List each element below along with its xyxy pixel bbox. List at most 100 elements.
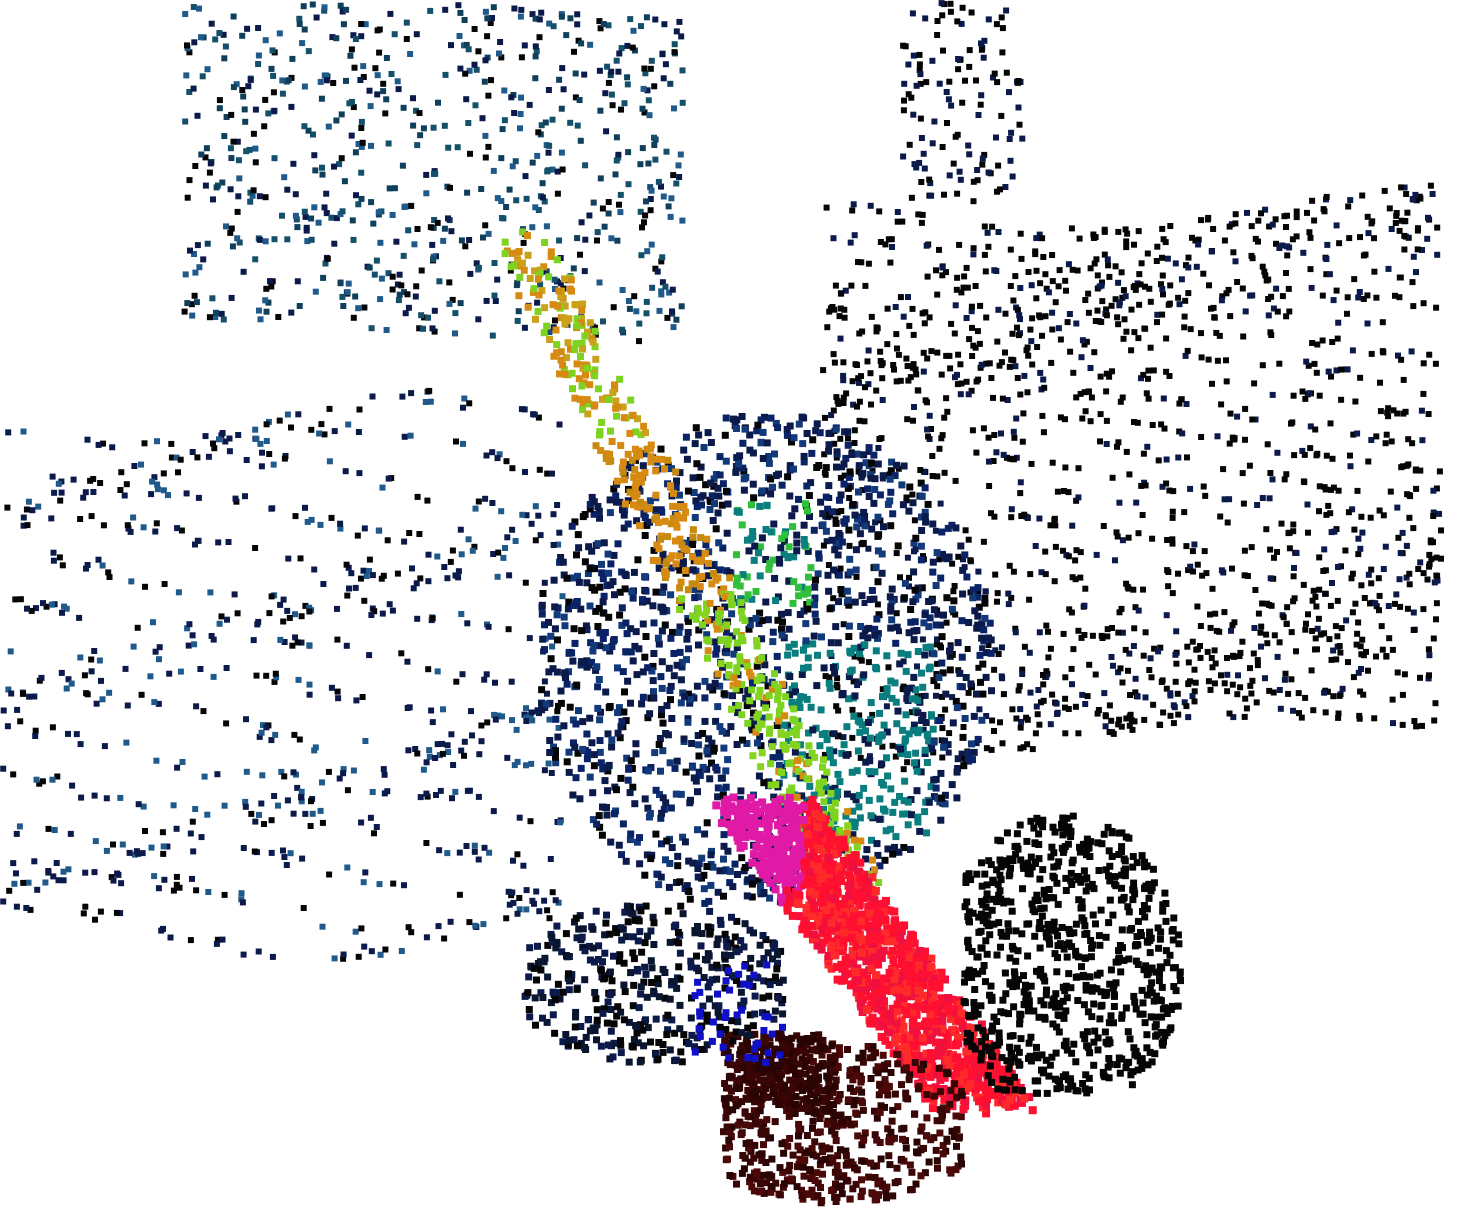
- point: [1388, 438, 1395, 445]
- point: [784, 651, 792, 659]
- point: [722, 783, 730, 791]
- point: [1150, 701, 1157, 708]
- point: [636, 522, 644, 530]
- point: [328, 214, 335, 221]
- point: [953, 286, 960, 293]
- point: [716, 453, 724, 461]
- point: [1272, 216, 1279, 223]
- point: [652, 491, 660, 499]
- point: [541, 304, 549, 312]
- point: [563, 32, 570, 39]
- point: [1118, 723, 1125, 730]
- point: [635, 645, 643, 653]
- point: [826, 746, 834, 754]
- point: [1266, 602, 1273, 608]
- point: [876, 795, 884, 803]
- point: [1286, 244, 1293, 251]
- point: [832, 519, 840, 527]
- point: [255, 52, 262, 59]
- point: [910, 721, 918, 729]
- point: [395, 297, 402, 304]
- point: [862, 459, 870, 467]
- point: [599, 765, 607, 773]
- point: [1135, 530, 1142, 537]
- point: [223, 665, 230, 671]
- point: [1250, 650, 1257, 657]
- point: [1120, 287, 1127, 294]
- point: [956, 241, 963, 248]
- point: [959, 590, 967, 598]
- point: [611, 381, 618, 389]
- point: [1131, 419, 1137, 425]
- point: [900, 766, 907, 773]
- point: [712, 650, 720, 658]
- point: [803, 482, 811, 490]
- point: [905, 730, 913, 738]
- point: [1265, 312, 1272, 319]
- point: [698, 854, 706, 862]
- point: [1336, 692, 1343, 699]
- point: [1207, 611, 1213, 618]
- point: [1163, 480, 1170, 487]
- point: [1094, 307, 1101, 314]
- point: [918, 513, 925, 521]
- point: [786, 673, 794, 680]
- point: [965, 536, 972, 543]
- point: [754, 421, 762, 429]
- point: [1068, 609, 1075, 616]
- point: [639, 596, 646, 604]
- point: [958, 617, 966, 625]
- point: [351, 64, 358, 71]
- point: [567, 119, 574, 126]
- point: [262, 96, 269, 103]
- point: [550, 743, 557, 751]
- point: [793, 539, 801, 547]
- point: [377, 239, 384, 246]
- point: [981, 37, 988, 44]
- point: [391, 31, 398, 38]
- point: [413, 31, 420, 38]
- point: [545, 87, 552, 93]
- point: [1392, 600, 1398, 607]
- point: [45, 869, 52, 876]
- point: [1132, 286, 1139, 293]
- point: [0, 707, 7, 714]
- point: [394, 281, 401, 288]
- point: [678, 303, 685, 310]
- point: [1227, 313, 1234, 320]
- point: [1321, 208, 1328, 215]
- point: [659, 254, 666, 261]
- point: [1142, 283, 1148, 290]
- point: [1285, 690, 1292, 697]
- point: [939, 12, 946, 19]
- point: [564, 339, 572, 347]
- point: [317, 807, 324, 814]
- point: [715, 492, 723, 500]
- point: [1305, 362, 1312, 369]
- point: [1189, 638, 1196, 645]
- point: [689, 586, 697, 593]
- point: [299, 40, 306, 47]
- point: [597, 25, 604, 32]
- point: [553, 349, 560, 357]
- point: [1271, 554, 1277, 561]
- point: [721, 593, 729, 601]
- point: [893, 461, 901, 469]
- point: [586, 714, 594, 722]
- point: [820, 805, 827, 813]
- point: [555, 541, 562, 548]
- point: [1312, 593, 1319, 600]
- point: [1182, 352, 1189, 359]
- point: [1009, 173, 1016, 180]
- point: [214, 936, 221, 943]
- point: [33, 605, 39, 612]
- point: [319, 923, 326, 930]
- point: [1321, 484, 1328, 491]
- point: [655, 640, 663, 648]
- point: [1142, 325, 1149, 332]
- point: [202, 182, 209, 189]
- point: [716, 867, 724, 875]
- point: [745, 547, 753, 555]
